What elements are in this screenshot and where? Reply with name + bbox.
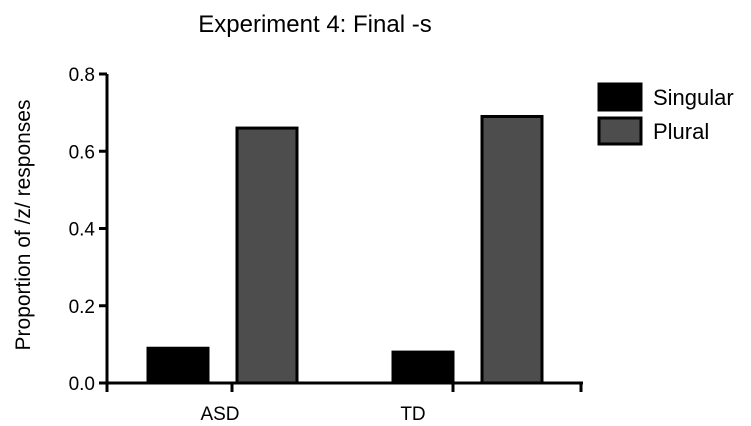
- plot-area: 0.0 0.2 0.4 0.6 0.8 ASD TD: [69, 65, 583, 425]
- legend-swatch-singular: [599, 84, 641, 110]
- legend: Singular Plural: [599, 84, 734, 144]
- legend-label-singular: Singular: [653, 85, 734, 110]
- bar-singular-asd: [148, 348, 208, 383]
- bar-singular-td: [393, 352, 453, 383]
- chart-title: Experiment 4: Final -s: [198, 11, 431, 38]
- bar-plural-asd: [237, 128, 297, 383]
- y-tick-label: 0.0: [69, 374, 95, 395]
- y-tick-label: 0.6: [69, 142, 95, 163]
- x-category-label: ASD: [200, 404, 239, 425]
- legend-swatch-plural: [599, 118, 641, 144]
- y-axis-label: Proportion of /z/ responses: [12, 100, 35, 351]
- y-tick-label: 0.8: [69, 65, 95, 86]
- x-category-label: TD: [400, 404, 425, 425]
- y-tick-label: 0.4: [69, 220, 96, 241]
- y-tick-label: 0.2: [69, 297, 95, 318]
- bar-plural-td: [482, 116, 542, 383]
- legend-label-plural: Plural: [653, 119, 709, 144]
